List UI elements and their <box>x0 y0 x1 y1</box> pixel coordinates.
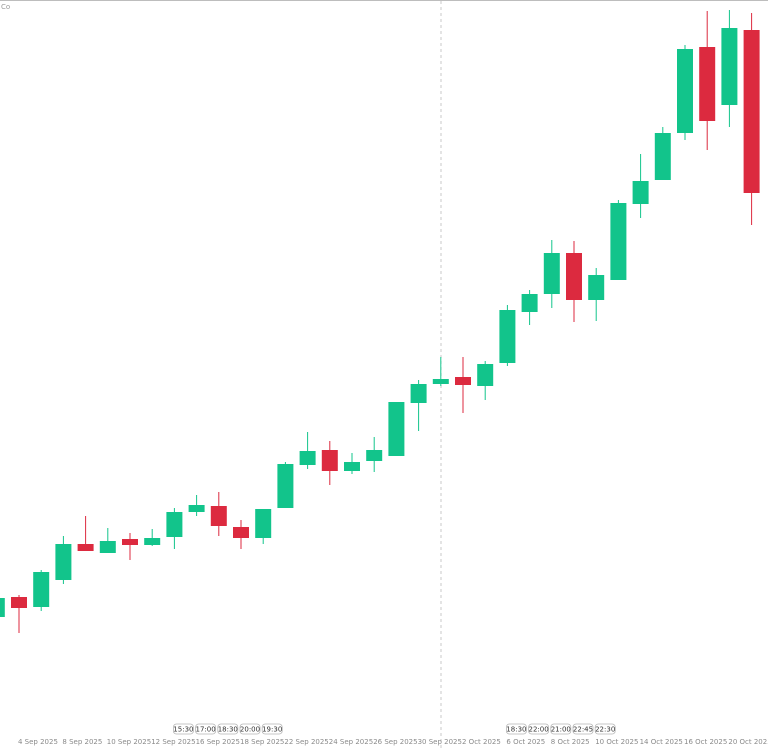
time-label: 15:30 <box>173 726 193 734</box>
candle-body <box>699 47 716 121</box>
candle-body <box>632 181 649 204</box>
candle-body <box>77 544 94 551</box>
candle-body <box>99 541 116 553</box>
candle-body <box>410 384 427 403</box>
time-label-box <box>195 723 217 735</box>
candle-body <box>321 450 338 471</box>
time-label: 20:00 <box>240 726 260 734</box>
candle-body <box>0 598 5 617</box>
candle-body <box>588 275 605 300</box>
time-label: 21:00 <box>551 726 571 734</box>
candle-body <box>122 539 138 545</box>
time-label-box <box>594 723 616 735</box>
candle-body <box>743 30 760 193</box>
candle-body <box>566 253 582 300</box>
candle-body <box>299 451 316 465</box>
time-label-box <box>505 723 527 735</box>
x-tick-label: 20 Oct 2025 <box>728 738 768 746</box>
time-label: 22:30 <box>595 726 615 734</box>
candle-body <box>499 310 516 363</box>
candle-body <box>188 505 205 512</box>
x-tick-label: 10 Sep 2025 <box>107 738 151 746</box>
candle-body <box>11 597 27 608</box>
x-tick-label: 8 Sep 2025 <box>62 738 102 746</box>
time-label-box <box>528 723 549 735</box>
x-tick-label: 30 Sep 2025 <box>418 738 462 746</box>
x-tick-label: 12 Sep 2025 <box>151 738 195 746</box>
candle-body <box>721 28 738 105</box>
candle-body <box>432 379 449 384</box>
candle-body <box>543 253 560 294</box>
time-label-box <box>239 723 261 735</box>
x-tick-label: 26 Sep 2025 <box>373 738 417 746</box>
candle-body <box>366 450 383 461</box>
candle-body <box>521 294 538 312</box>
time-label: 22:00 <box>529 726 549 734</box>
symbol-label: Co <box>1 3 10 11</box>
candle-body <box>255 509 272 538</box>
x-tick-label: 16 Oct 2025 <box>684 738 727 746</box>
time-label-box <box>217 723 239 735</box>
x-tick-label: 16 Sep 2025 <box>196 738 240 746</box>
time-label: 22:45 <box>573 726 593 734</box>
x-tick-label: 6 Oct 2025 <box>506 738 545 746</box>
candle-body <box>610 203 627 280</box>
candle-body <box>33 572 50 607</box>
time-label: 19:30 <box>262 726 282 734</box>
x-tick-label: 14 Oct 2025 <box>640 738 683 746</box>
candle-body <box>477 364 494 386</box>
x-tick-label: 10 Oct 2025 <box>595 738 638 746</box>
candle-body <box>654 133 671 180</box>
candle-body <box>55 544 72 580</box>
candle-body <box>677 49 693 133</box>
time-label: 18:30 <box>218 726 238 734</box>
candle-body <box>210 506 227 526</box>
x-tick-label: 24 Sep 2025 <box>329 738 373 746</box>
time-label-box <box>261 723 283 735</box>
x-tick-label: 22 Sep 2025 <box>284 738 328 746</box>
time-label-box <box>550 723 572 735</box>
x-tick-label: 4 Sep 2025 <box>18 738 58 746</box>
x-tick-label: 8 Oct 2025 <box>551 738 590 746</box>
time-label-box <box>172 723 194 735</box>
candle-body <box>166 512 183 537</box>
x-tick-label: 2 Oct 2025 <box>462 738 501 746</box>
x-tick-label: 18 Sep 2025 <box>240 738 284 746</box>
candle-body <box>233 527 249 538</box>
candle-body <box>388 402 405 456</box>
time-label: 18:30 <box>506 726 526 734</box>
time-label-box <box>572 723 594 735</box>
candle-body <box>455 377 471 385</box>
time-label: 17:00 <box>196 726 216 734</box>
candle-body <box>344 462 360 471</box>
candle-body <box>144 538 161 545</box>
candle-body <box>277 464 294 508</box>
